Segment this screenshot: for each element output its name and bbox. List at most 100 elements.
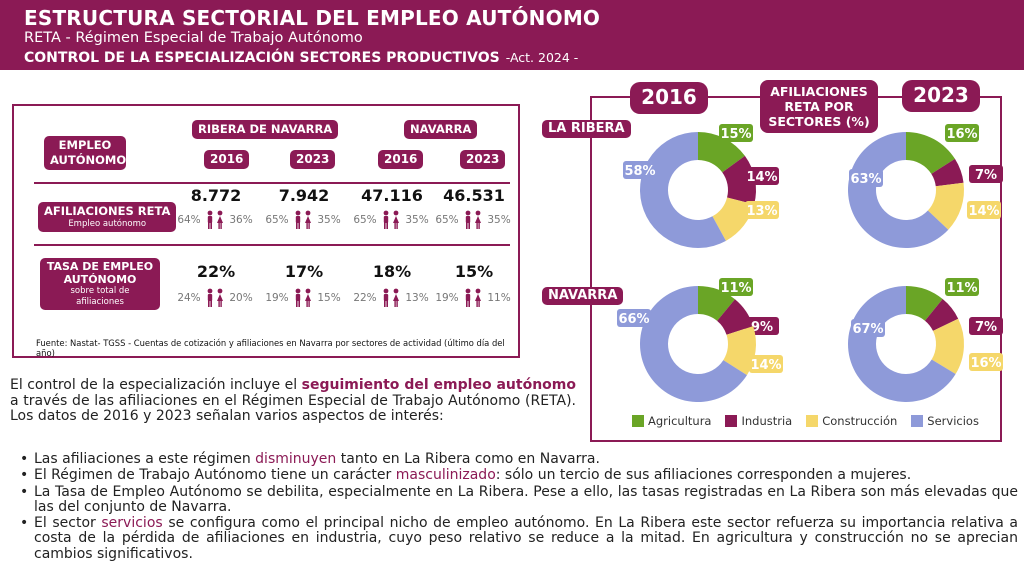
afiliaciones-value-2: 7.942	[278, 186, 330, 205]
tasa-value-4: 15%	[454, 262, 494, 281]
data-label: 15%	[720, 127, 751, 142]
donut-slice-servicios	[848, 286, 956, 403]
findings-list: Las afiliaciones a este régimen disminuy…	[20, 451, 1018, 563]
afiliaciones-gender-split-4: 65% 35%	[430, 210, 516, 230]
afiliaciones-title: AFILIACIONES RETA	[44, 204, 171, 218]
data-label: 11%	[946, 281, 977, 296]
list-item: El sector servicios se configura como el…	[20, 516, 1018, 562]
bullet-4-highlight: servicios	[101, 515, 163, 532]
donut-slice-agricultura	[906, 286, 943, 321]
gender-icon	[383, 210, 399, 229]
data-label-bg	[749, 355, 783, 373]
data-label-bg	[849, 169, 883, 187]
tasa-value-2: 17%	[284, 262, 324, 281]
year-label-2016: 2016	[630, 82, 708, 114]
intro-text-start: El control de la especialización incluye…	[10, 377, 298, 393]
donut-slice-servicios	[640, 286, 747, 402]
gender-icon	[465, 210, 481, 229]
data-label: 58%	[624, 164, 655, 179]
chart-center-title: AFILIACIONES RETA POR SECTORES (%)	[760, 80, 878, 133]
donut-slice-agricultura	[698, 132, 745, 173]
gender-icon	[465, 288, 481, 307]
data-label: 16%	[946, 127, 977, 142]
afiliaciones-value-1: 8.772	[190, 186, 242, 205]
data-label-bg	[745, 201, 779, 219]
male-share: 65%	[265, 214, 289, 226]
list-item: La Tasa de Empleo Autónomo se debilita, …	[20, 483, 1018, 516]
male-share: 65%	[353, 214, 377, 226]
legend-swatch	[725, 415, 738, 427]
data-label-bg	[745, 167, 779, 185]
donut-slice-industria	[717, 299, 754, 335]
donut-slice-construcción	[712, 197, 755, 241]
male-share: 19%	[265, 292, 289, 304]
tasa-gender-split-1: 24% 20%	[172, 288, 258, 308]
afiliaciones-gender-split-3: 65% 35%	[348, 210, 434, 230]
legend-label: Servicios	[927, 414, 979, 428]
update-label: -Act. 2024 -	[505, 50, 579, 65]
female-share: 35%	[317, 214, 341, 226]
list-item: Las afiliaciones a este régimen disminuy…	[20, 451, 1018, 467]
donut-slice-construcción	[723, 326, 756, 376]
donut-slice-construcción	[931, 318, 964, 375]
donut-slice-construcción	[927, 182, 964, 230]
data-label: 9%	[751, 320, 773, 335]
data-label-bg	[945, 278, 979, 296]
afiliaciones-label: AFILIACIONES RETA Empleo autónomo	[38, 202, 177, 232]
tasa-subtitle: sobre total de afiliaciones	[70, 286, 130, 307]
source-note: Fuente: Nastat- TGSS - Cuentas de cotiza…	[36, 338, 505, 358]
bullet-3-text: La Tasa de Empleo Autónomo se debilita, …	[34, 483, 1018, 515]
afiliaciones-value-4: 46.531	[443, 186, 505, 205]
female-share: 20%	[229, 292, 253, 304]
afiliaciones-value-3: 47.116	[361, 186, 423, 205]
bullet-4-text-b: se configura como el principal nicho de …	[34, 515, 1019, 562]
tasa-label: TASA DE EMPLEO AUTÓNOMO sobre total de a…	[40, 258, 160, 310]
year-header-1: 2016	[204, 150, 250, 169]
afiliaciones-gender-split-1: 64% 36%	[172, 210, 258, 230]
legend-swatch	[911, 415, 924, 427]
data-label: 11%	[720, 281, 751, 296]
male-share: 65%	[435, 214, 459, 226]
data-label-bg	[945, 124, 979, 142]
male-share: 64%	[177, 214, 201, 226]
tasa-gender-split-4: 19% 11%	[430, 288, 516, 308]
bullet-1-text-b: tanto en La Ribera como en Navarra.	[340, 451, 600, 467]
data-label: 63%	[850, 172, 881, 187]
data-label-bg	[969, 165, 1003, 183]
year-header-2: 2023	[290, 150, 336, 169]
data-label: 14%	[746, 170, 777, 185]
tasa-title: TASA DE EMPLEO AUTÓNOMO	[46, 260, 154, 286]
data-label-bg	[969, 317, 1003, 335]
data-label-bg	[719, 124, 753, 142]
intro-highlight: seguimiento del empleo autónomo	[301, 377, 576, 393]
gender-icon	[207, 210, 223, 229]
page-subtitle: RETA - Régimen Especial de Trabajo Autón…	[24, 30, 363, 46]
tasa-gender-split-3: 22% 13%	[348, 288, 434, 308]
legend-item-industria: Industria	[725, 414, 792, 428]
row-label-navarra: NAVARRA	[542, 287, 624, 305]
data-label-bg	[969, 353, 1003, 371]
male-share: 22%	[353, 292, 377, 304]
female-share: 35%	[405, 214, 429, 226]
divider-middle	[34, 244, 510, 246]
legend-label: Agricultura	[648, 414, 712, 428]
gender-icon	[295, 210, 311, 229]
data-label: 67%	[852, 322, 883, 337]
header-banner: ESTRUCTURA SECTORIAL DEL EMPLEO AUTÓNOMO…	[0, 0, 1024, 70]
data-label-bg	[617, 309, 651, 327]
data-label-bg	[623, 161, 657, 179]
legend-item-servicios: Servicios	[911, 414, 979, 428]
data-label-bg	[967, 201, 1001, 219]
region-ribera-header: RIBERA DE NAVARRA	[192, 120, 339, 139]
tasa-value-3: 18%	[372, 262, 412, 281]
tasa-value-1: 22%	[196, 262, 236, 281]
bullet-4-text-a: El sector	[34, 515, 96, 532]
divider-top	[34, 182, 510, 184]
gender-icon	[383, 288, 399, 307]
chart-legend: Agricultura Industria Construcción Servicio…	[632, 414, 979, 428]
male-share: 24%	[177, 292, 201, 304]
afiliaciones-subtitle: Empleo autónomo	[68, 219, 147, 229]
year-header-4: 2023	[460, 150, 506, 169]
employment-table: EMPLEO AUTÓNOMO RIBERA DE NAVARRA NAVARR…	[12, 104, 520, 358]
